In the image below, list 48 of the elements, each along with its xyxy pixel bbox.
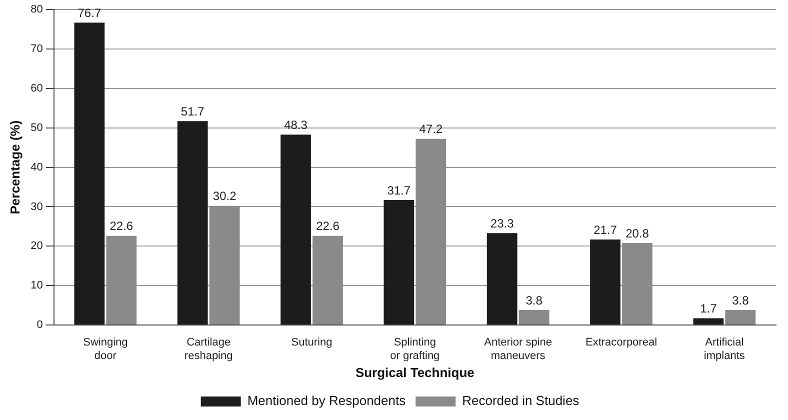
data-label: 21.7 [594, 222, 618, 237]
bar [177, 121, 208, 324]
y-tick-label: 40 [30, 161, 43, 174]
bar [106, 236, 137, 324]
bar [486, 233, 518, 324]
legend-label: Recorded in Studies [462, 393, 580, 408]
y-tick-label: 0 [36, 319, 43, 332]
y-tick-label: 50 [30, 122, 43, 134]
x-tick-label: Artificial implants [704, 336, 746, 362]
data-label: 3.8 [526, 293, 543, 308]
data-label: 23.3 [490, 216, 514, 230]
y-tick-label: 60 [30, 82, 43, 94]
bar [693, 318, 724, 324]
x-tick-label: Suturing [291, 336, 332, 349]
bar [384, 200, 414, 324]
data-label: 47.2 [419, 122, 443, 136]
bar [209, 206, 240, 324]
data-label: 1.7 [700, 302, 718, 316]
bar [312, 236, 343, 324]
data-label: 30.2 [212, 189, 237, 204]
data-label: 20.8 [626, 226, 650, 240]
x-tick-label: Extracorporeal [585, 336, 658, 349]
bar [725, 310, 756, 324]
bar [416, 138, 446, 324]
data-label: 22.6 [110, 219, 134, 234]
data-label: 22.6 [316, 219, 340, 234]
bar [518, 310, 550, 324]
y-tick-label: 70 [30, 43, 43, 56]
y-axis-title: Percentage (%) [7, 120, 22, 214]
x-tick-label: Splinting or grafting [390, 336, 440, 362]
legend-label: Mentioned by Respondents [247, 393, 406, 408]
data-label: 31.7 [387, 183, 411, 198]
bar [280, 134, 311, 324]
bar [622, 242, 652, 324]
x-tick-label: Cartilage reshaping [184, 336, 233, 362]
x-tick-label: Anterior spine maneuvers [484, 336, 552, 362]
x-axis-title: Surgical Technique [355, 364, 474, 380]
y-tick-label: 80 [30, 4, 43, 16]
bar [590, 239, 620, 324]
x-tick-label: Swinging door [83, 336, 128, 362]
y-tick-label: 30 [30, 200, 43, 213]
data-label: 48.3 [284, 118, 308, 132]
y-tick-label: 10 [30, 280, 43, 292]
y-tick-label: 20 [30, 240, 43, 252]
bar [74, 22, 105, 324]
data-label: 3.8 [732, 293, 750, 308]
data-label: 51.7 [180, 104, 205, 118]
data-label: 76.7 [78, 6, 102, 20]
